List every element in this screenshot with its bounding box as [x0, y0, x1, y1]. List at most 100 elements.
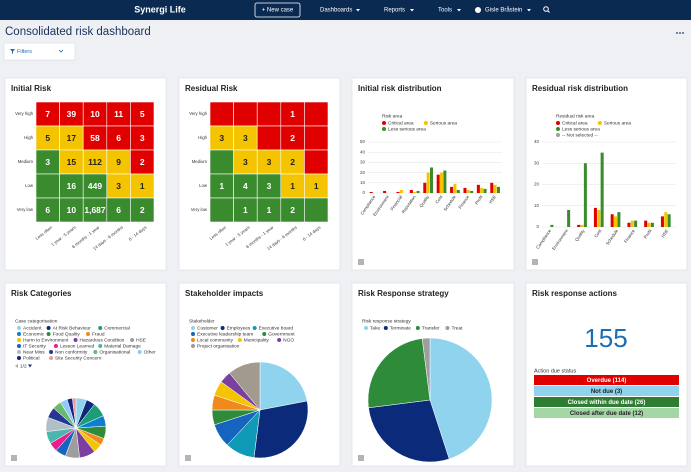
cell-value: 1: [290, 181, 295, 191]
status-bar[interactable]: [534, 386, 679, 396]
cell-value: 7: [45, 109, 50, 119]
bar: [630, 220, 634, 227]
cell-value: 1,687: [84, 205, 106, 215]
legend-label: Near Miss: [23, 349, 45, 355]
cell-value: 5: [140, 109, 145, 119]
legend-label: Site Security Concern: [55, 355, 102, 361]
x-tick-label: HSE: [660, 228, 669, 238]
legend-swatch: [17, 350, 21, 354]
cell-value: 3: [243, 133, 248, 143]
matrix-cell: [233, 101, 258, 127]
cell-value: 1: [314, 181, 319, 191]
nav-bar: [0, 0, 691, 20]
status-label: Not due (3): [591, 389, 622, 395]
more-menu[interactable]: [676, 32, 684, 34]
pager-prev[interactable]: [15, 364, 18, 368]
legend-swatch: [423, 121, 428, 125]
x-tick-label: HSE: [488, 194, 497, 204]
legend-label: HSE: [136, 337, 146, 343]
search-icon[interactable]: [543, 6, 549, 12]
y-tick-label: 0: [362, 190, 365, 195]
legend-swatch: [17, 338, 21, 342]
legend-swatch: [382, 121, 386, 125]
bar: [577, 224, 581, 227]
row-label: Very high: [15, 111, 34, 116]
cell-value: 58: [90, 133, 100, 143]
bar: [597, 210, 601, 227]
cell-value: 1: [140, 181, 145, 191]
widget-title: Stakeholder impacts: [185, 289, 264, 298]
legend-label: Employees: [227, 325, 251, 331]
menu-dashboards[interactable]: Dashboards: [320, 8, 352, 14]
filters-label[interactable]: Filters: [17, 49, 32, 55]
total-count: 155: [584, 323, 627, 353]
new-case-button[interactable]: [254, 2, 301, 18]
legend-swatch: [17, 332, 21, 336]
user-name[interactable]: Gisle Bråstein: [485, 7, 522, 14]
cell-value: 9: [116, 157, 121, 167]
legend-label: Critical area: [562, 120, 588, 126]
legend-swatch: [262, 332, 267, 336]
legend-label: Material Damage: [104, 343, 141, 349]
cell-value: 1: [219, 181, 224, 191]
pie-slice: [367, 338, 431, 409]
y-tick-label: 0: [536, 224, 539, 229]
widget-card: [525, 282, 688, 467]
bar: [567, 210, 571, 227]
bar: [667, 214, 671, 227]
matrix-cell: [256, 101, 282, 127]
legend-label: Serious area: [604, 120, 632, 126]
legend-label: Organisational: [99, 349, 130, 355]
search-icon-handle: [547, 10, 550, 13]
dropdown-arrow: [527, 9, 531, 12]
bar: [647, 222, 651, 227]
legend-title: Case categorisation: [15, 318, 58, 324]
x-tick-label: Profit: [643, 228, 653, 240]
filters-box[interactable]: [3, 42, 76, 61]
legend-swatch: [137, 350, 142, 354]
cell-value: 3: [243, 157, 248, 167]
cell-value: 39: [67, 109, 77, 119]
bar: [583, 163, 587, 227]
matrix-cell: [209, 101, 234, 127]
y-tick-label: 10: [534, 203, 540, 208]
pie-slice: [259, 361, 308, 411]
y-tick-label: 40: [534, 139, 540, 144]
legend-label: Critical area: [388, 120, 414, 126]
legend-label: Treat: [451, 325, 463, 331]
legend-label: Hazardous Condition: [80, 337, 125, 343]
legend-label: IT Security: [23, 343, 46, 349]
cell-value: 17: [67, 133, 77, 143]
row-label: High: [24, 135, 33, 140]
row-label: High: [198, 135, 207, 140]
status-bar[interactable]: [534, 375, 679, 385]
widget-title: Initial risk distribution: [358, 84, 442, 93]
legend-label: Accident: [23, 325, 42, 331]
dot: [676, 32, 678, 34]
legend-swatch: [17, 344, 21, 348]
pie-slice: [421, 337, 431, 401]
legend-swatch: [191, 338, 195, 342]
row-label: Low: [25, 183, 34, 188]
bar: [466, 189, 470, 193]
matrix-cell: [209, 197, 234, 223]
legend-label: -- Not selected --: [562, 132, 598, 138]
cell-value: 4: [243, 181, 248, 191]
new-case-label[interactable]: + New case: [262, 8, 294, 14]
bar: [644, 220, 648, 227]
pager-next[interactable]: [28, 364, 32, 368]
pie-slice: [429, 337, 493, 460]
cell-value: 15: [67, 157, 77, 167]
pie-slice: [253, 400, 309, 459]
cell-value: 10: [67, 205, 77, 215]
status-bar[interactable]: [534, 408, 679, 418]
menu-reports[interactable]: Reports: [384, 8, 405, 14]
menu-tools[interactable]: Tools: [438, 8, 452, 14]
legend-label: NGO: [283, 337, 294, 343]
legend-swatch: [49, 356, 54, 360]
legend-swatch: [382, 127, 386, 131]
legend-label: Economic: [23, 331, 45, 337]
status-bar[interactable]: [534, 397, 679, 407]
logo[interactable]: Synergi Life: [134, 4, 186, 14]
